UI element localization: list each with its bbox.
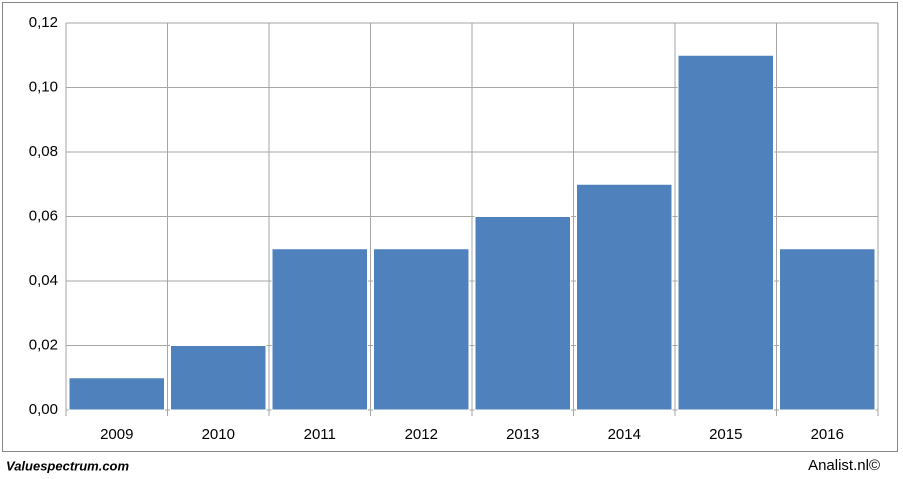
bar xyxy=(474,216,571,411)
x-tick-label: 2009 xyxy=(100,426,133,443)
bar xyxy=(779,248,876,411)
y-tick-label: 0,10 xyxy=(29,78,58,95)
bar xyxy=(677,54,774,411)
bar xyxy=(271,248,368,411)
y-tick-label: 0,08 xyxy=(29,143,58,160)
source-right: Analist.nl© xyxy=(808,457,880,474)
y-tick-label: 0,02 xyxy=(29,336,58,353)
x-tick-label: 2010 xyxy=(202,426,235,443)
bar xyxy=(170,345,267,411)
x-tick-label: 2016 xyxy=(811,426,844,443)
y-tick-label: 0,04 xyxy=(29,272,58,289)
x-tick-label: 2013 xyxy=(506,426,539,443)
bar xyxy=(68,377,165,411)
x-tick-label: 2015 xyxy=(709,426,742,443)
source-left: Valuespectrum.com xyxy=(6,458,130,473)
bar xyxy=(576,183,673,411)
y-tick-label: 0,12 xyxy=(29,14,58,31)
bar xyxy=(373,248,470,411)
x-tick-label: 2014 xyxy=(608,426,641,443)
y-tick-label: 0,06 xyxy=(29,207,58,224)
x-tick-label: 2012 xyxy=(405,426,438,443)
x-tick-label: 2011 xyxy=(304,426,336,443)
y-tick-label: 0,00 xyxy=(29,401,58,418)
